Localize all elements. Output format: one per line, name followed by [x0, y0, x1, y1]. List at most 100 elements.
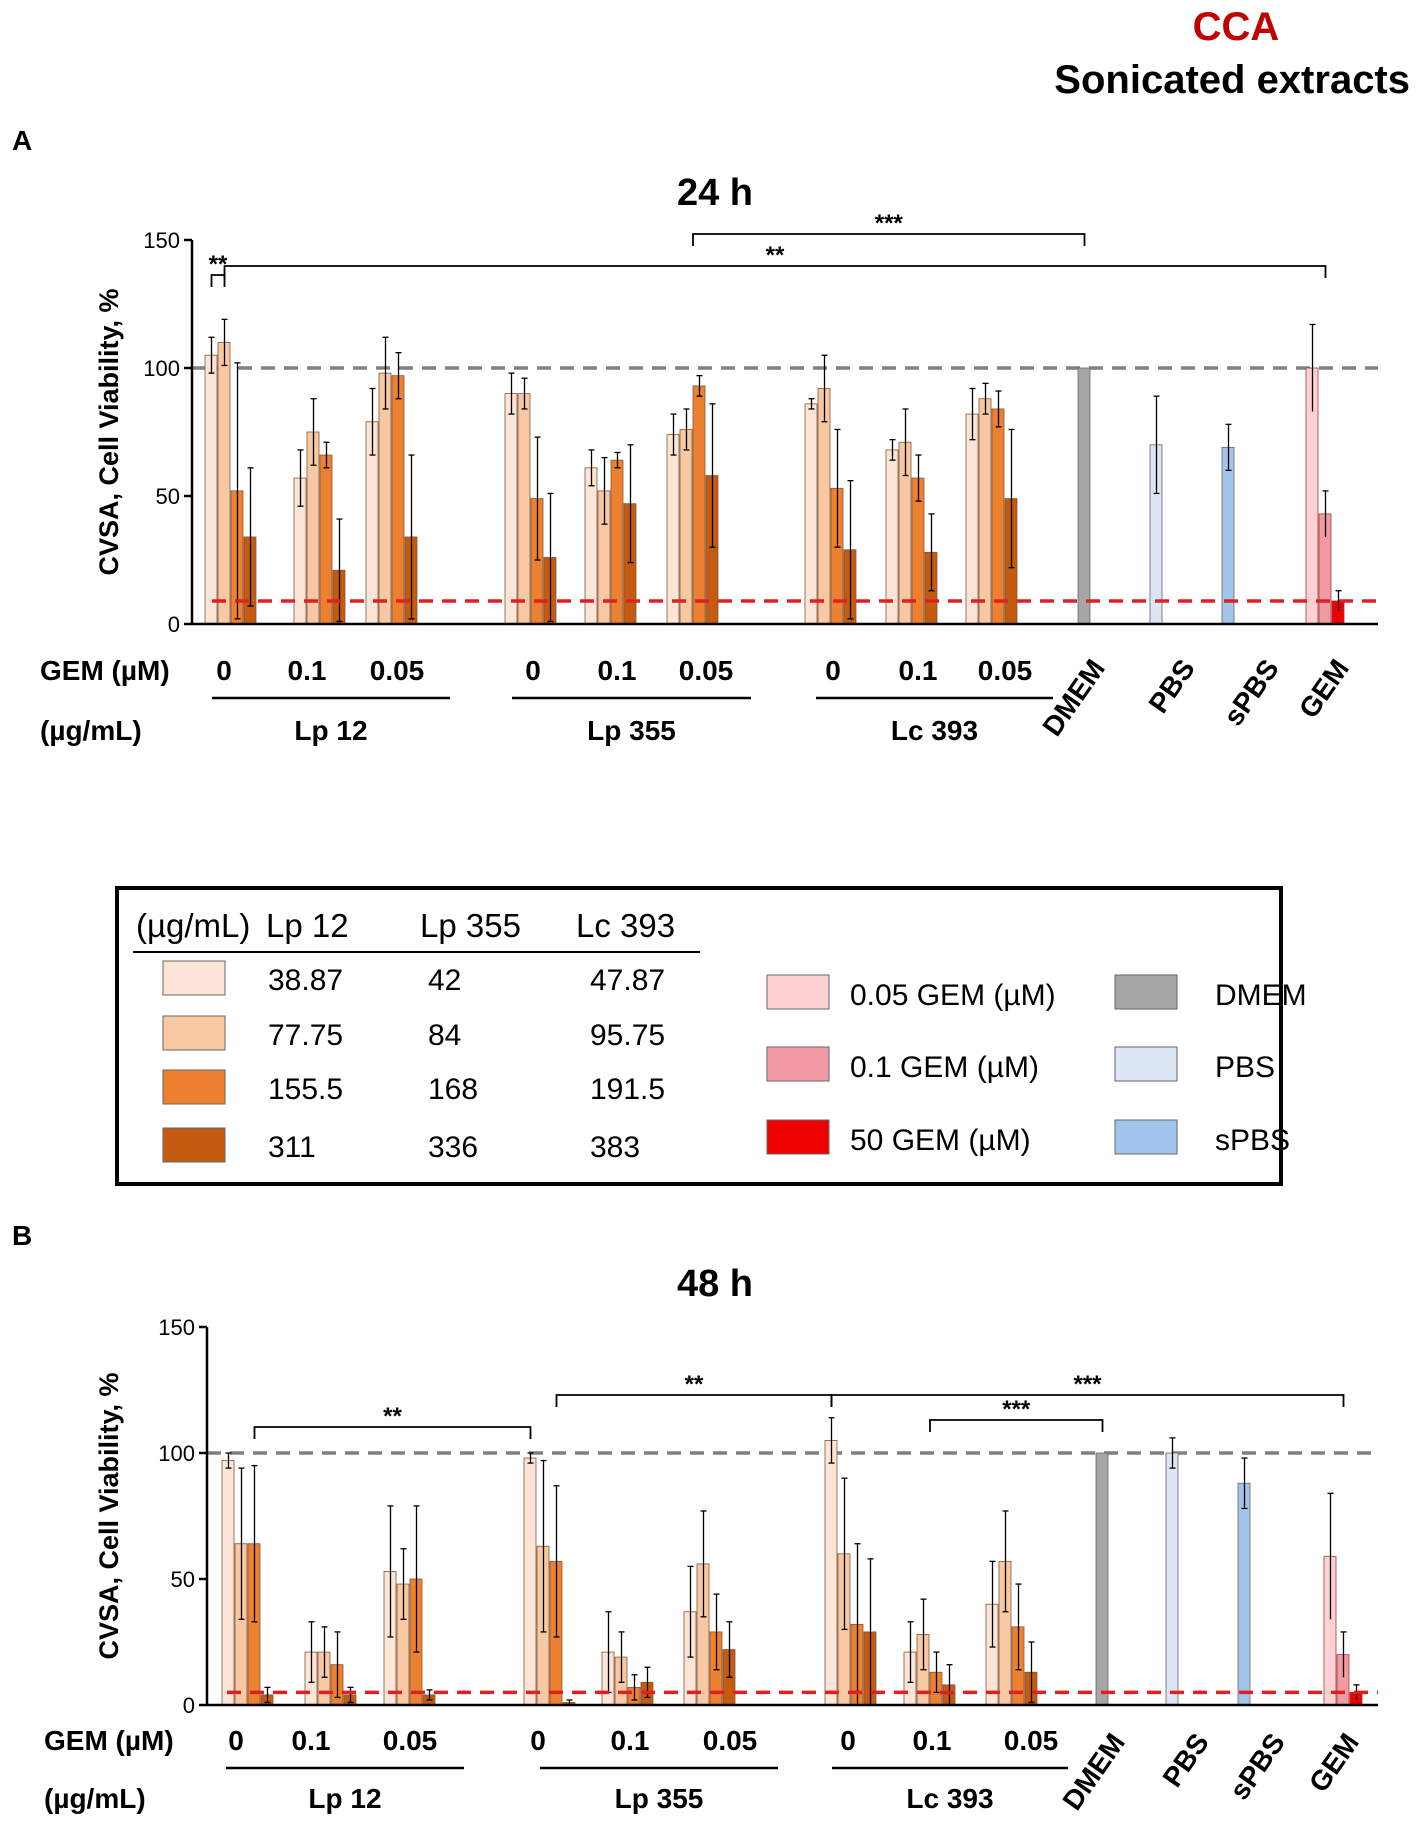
- extract-label: Lp 355: [587, 715, 676, 746]
- panel-b-title: 48 h: [677, 1263, 753, 1305]
- bar-Lp355-0.05-c1: [666, 434, 680, 625]
- y-tick-label: 100: [143, 356, 180, 381]
- significance-bracket: [830, 1394, 1345, 1407]
- gem-level-label: 0: [525, 655, 541, 686]
- bar-Lc393-0-c1: [824, 1440, 838, 1706]
- legend-swatch-conc-4: [162, 1127, 226, 1163]
- legend-value: 311: [268, 1131, 316, 1164]
- legend-control-label: PBS: [1215, 1051, 1275, 1084]
- gem-level-label: 0.1: [598, 655, 637, 686]
- legend-swatch-conc-2: [162, 1015, 226, 1051]
- legend-value: 42: [428, 964, 461, 997]
- bar-Lp355-0.05-c3: [692, 385, 706, 625]
- significance-bracket: [223, 265, 1327, 278]
- legend: (µg/mL) Lp 12 Lp 355 Lc 393 38.87 42 47.87 77.7…: [115, 886, 1307, 1186]
- y-axis-label: CVSA, Cell Viability, %: [94, 288, 124, 575]
- legend-control-label: DMEM: [1215, 979, 1307, 1012]
- control-label-pbs: PBS: [1156, 1728, 1214, 1793]
- bar-Lc393-0-c1: [804, 403, 818, 625]
- extract-label: Lc 393: [891, 715, 978, 746]
- gem-level-label: 0.1: [292, 1725, 331, 1756]
- control-label-spbs: sPBS: [1224, 1728, 1291, 1806]
- bar-spbs: [1221, 446, 1235, 625]
- bar-pbs: [1165, 1452, 1179, 1706]
- legend-swatch-conc-1: [162, 960, 226, 996]
- legend-swatch-gem-0: [766, 974, 830, 1010]
- legend-value: 38.87: [268, 964, 343, 997]
- control-label-dmem: DMEM: [1056, 1728, 1130, 1816]
- legend-value: 84: [428, 1019, 461, 1052]
- legend-header: Lp 355: [420, 907, 521, 944]
- significance-label: ***: [875, 210, 904, 237]
- significance-label: **: [383, 1403, 402, 1430]
- legend-control-label: sPBS: [1215, 1124, 1290, 1157]
- significance-label: **: [209, 251, 228, 278]
- gem-level-label: 0.1: [899, 655, 938, 686]
- extract-label: Lp 12: [294, 715, 367, 746]
- chart-24h: 0 50 100 150 CVSA, Cell Viability, % GEM (µM)…: [40, 210, 1378, 746]
- legend-value: 168: [428, 1073, 478, 1106]
- gem-level-label: 0.05: [978, 655, 1033, 686]
- legend-swatch-spbs: [1114, 1119, 1178, 1155]
- bar-Lp355-0-c1: [504, 393, 518, 625]
- control-label-gem: GEM: [1303, 1728, 1365, 1798]
- y-tick-label: 150: [158, 1315, 195, 1340]
- bar-Lp12-0-c2: [217, 341, 231, 625]
- y-tick-label: 150: [143, 228, 180, 253]
- legend-gem-label: 50 GEM (µM): [850, 1124, 1031, 1157]
- bar-Lp12-0.05-c2: [378, 372, 392, 625]
- bar-Lp355-0-c1: [523, 1457, 537, 1706]
- gem-level-label: 0.05: [679, 655, 734, 686]
- gem-row-label: GEM (µM): [44, 1725, 174, 1756]
- gem-level-label: 0.1: [611, 1725, 650, 1756]
- chart-48h: 0 50 100 150 CVSA, Cell Viability, % GEM (µM)…: [44, 1315, 1378, 1816]
- legend-value: 155.5: [268, 1073, 343, 1106]
- gem-level-label: 0: [840, 1725, 856, 1756]
- extract-label: Lc 393: [906, 1783, 993, 1814]
- bar-Lc393-0.1-c1: [885, 449, 899, 625]
- y-tick-label: 0: [183, 1693, 195, 1718]
- significance-bracket: [253, 1426, 532, 1439]
- conc-row-label: (µg/mL): [40, 715, 142, 746]
- header-line1: CCA: [1193, 5, 1280, 49]
- bar-Lc393-0-c2: [817, 388, 831, 625]
- gem-level-label: 0: [530, 1725, 546, 1756]
- legend-swatch-pbs: [1114, 1046, 1178, 1082]
- bar-Lp12-0.05-c3: [391, 375, 405, 625]
- bar-spbs: [1237, 1482, 1251, 1706]
- y-tick-label: 0: [168, 612, 180, 637]
- y-tick-label: 50: [171, 1567, 195, 1592]
- legend-frame: [115, 886, 1283, 1186]
- gem-level-label: 0: [228, 1725, 244, 1756]
- y-tick-label: 100: [158, 1441, 195, 1466]
- legend-swatch-dmem: [1114, 974, 1178, 1010]
- conc-row-label: (µg/mL): [44, 1783, 146, 1814]
- control-label-pbs: PBS: [1142, 654, 1200, 719]
- legend-header: Lc 393: [576, 907, 675, 944]
- legend-value: 383: [590, 1131, 640, 1164]
- significance-label: ***: [1073, 1371, 1102, 1398]
- gem-level-label: 0.1: [288, 655, 327, 686]
- legend-swatch-conc-3: [162, 1069, 226, 1105]
- significance-label: **: [685, 1371, 704, 1398]
- header-line2: Sonicated extracts: [1054, 58, 1410, 102]
- gem-level-label: 0.05: [383, 1725, 438, 1756]
- significance-bracket: [692, 233, 1086, 246]
- panel-a-label: A: [12, 125, 32, 156]
- gem-row-label: GEM (µM): [40, 655, 170, 686]
- significance-label: ***: [1002, 1396, 1031, 1423]
- legend-swatch-gem-2: [766, 1119, 830, 1155]
- bar-Lc393-0.05-c3: [991, 408, 1005, 625]
- gem-level-label: 0.05: [703, 1725, 758, 1756]
- gem-level-label: 0: [216, 655, 232, 686]
- bar-Lp355-0.05-c2: [679, 429, 693, 625]
- significance-bracket: [210, 274, 226, 287]
- control-label-gem: GEM: [1293, 654, 1355, 724]
- y-axis-label: CVSA, Cell Viability, %: [94, 1372, 124, 1659]
- bar-Lp12-0-c1: [221, 1460, 235, 1706]
- legend-value: 47.87: [590, 964, 665, 997]
- bar-Lc393-0.05-c1: [965, 413, 979, 625]
- gem-level-label: 0.05: [1004, 1725, 1059, 1756]
- bar-Lc393-0.05-c2: [978, 398, 992, 625]
